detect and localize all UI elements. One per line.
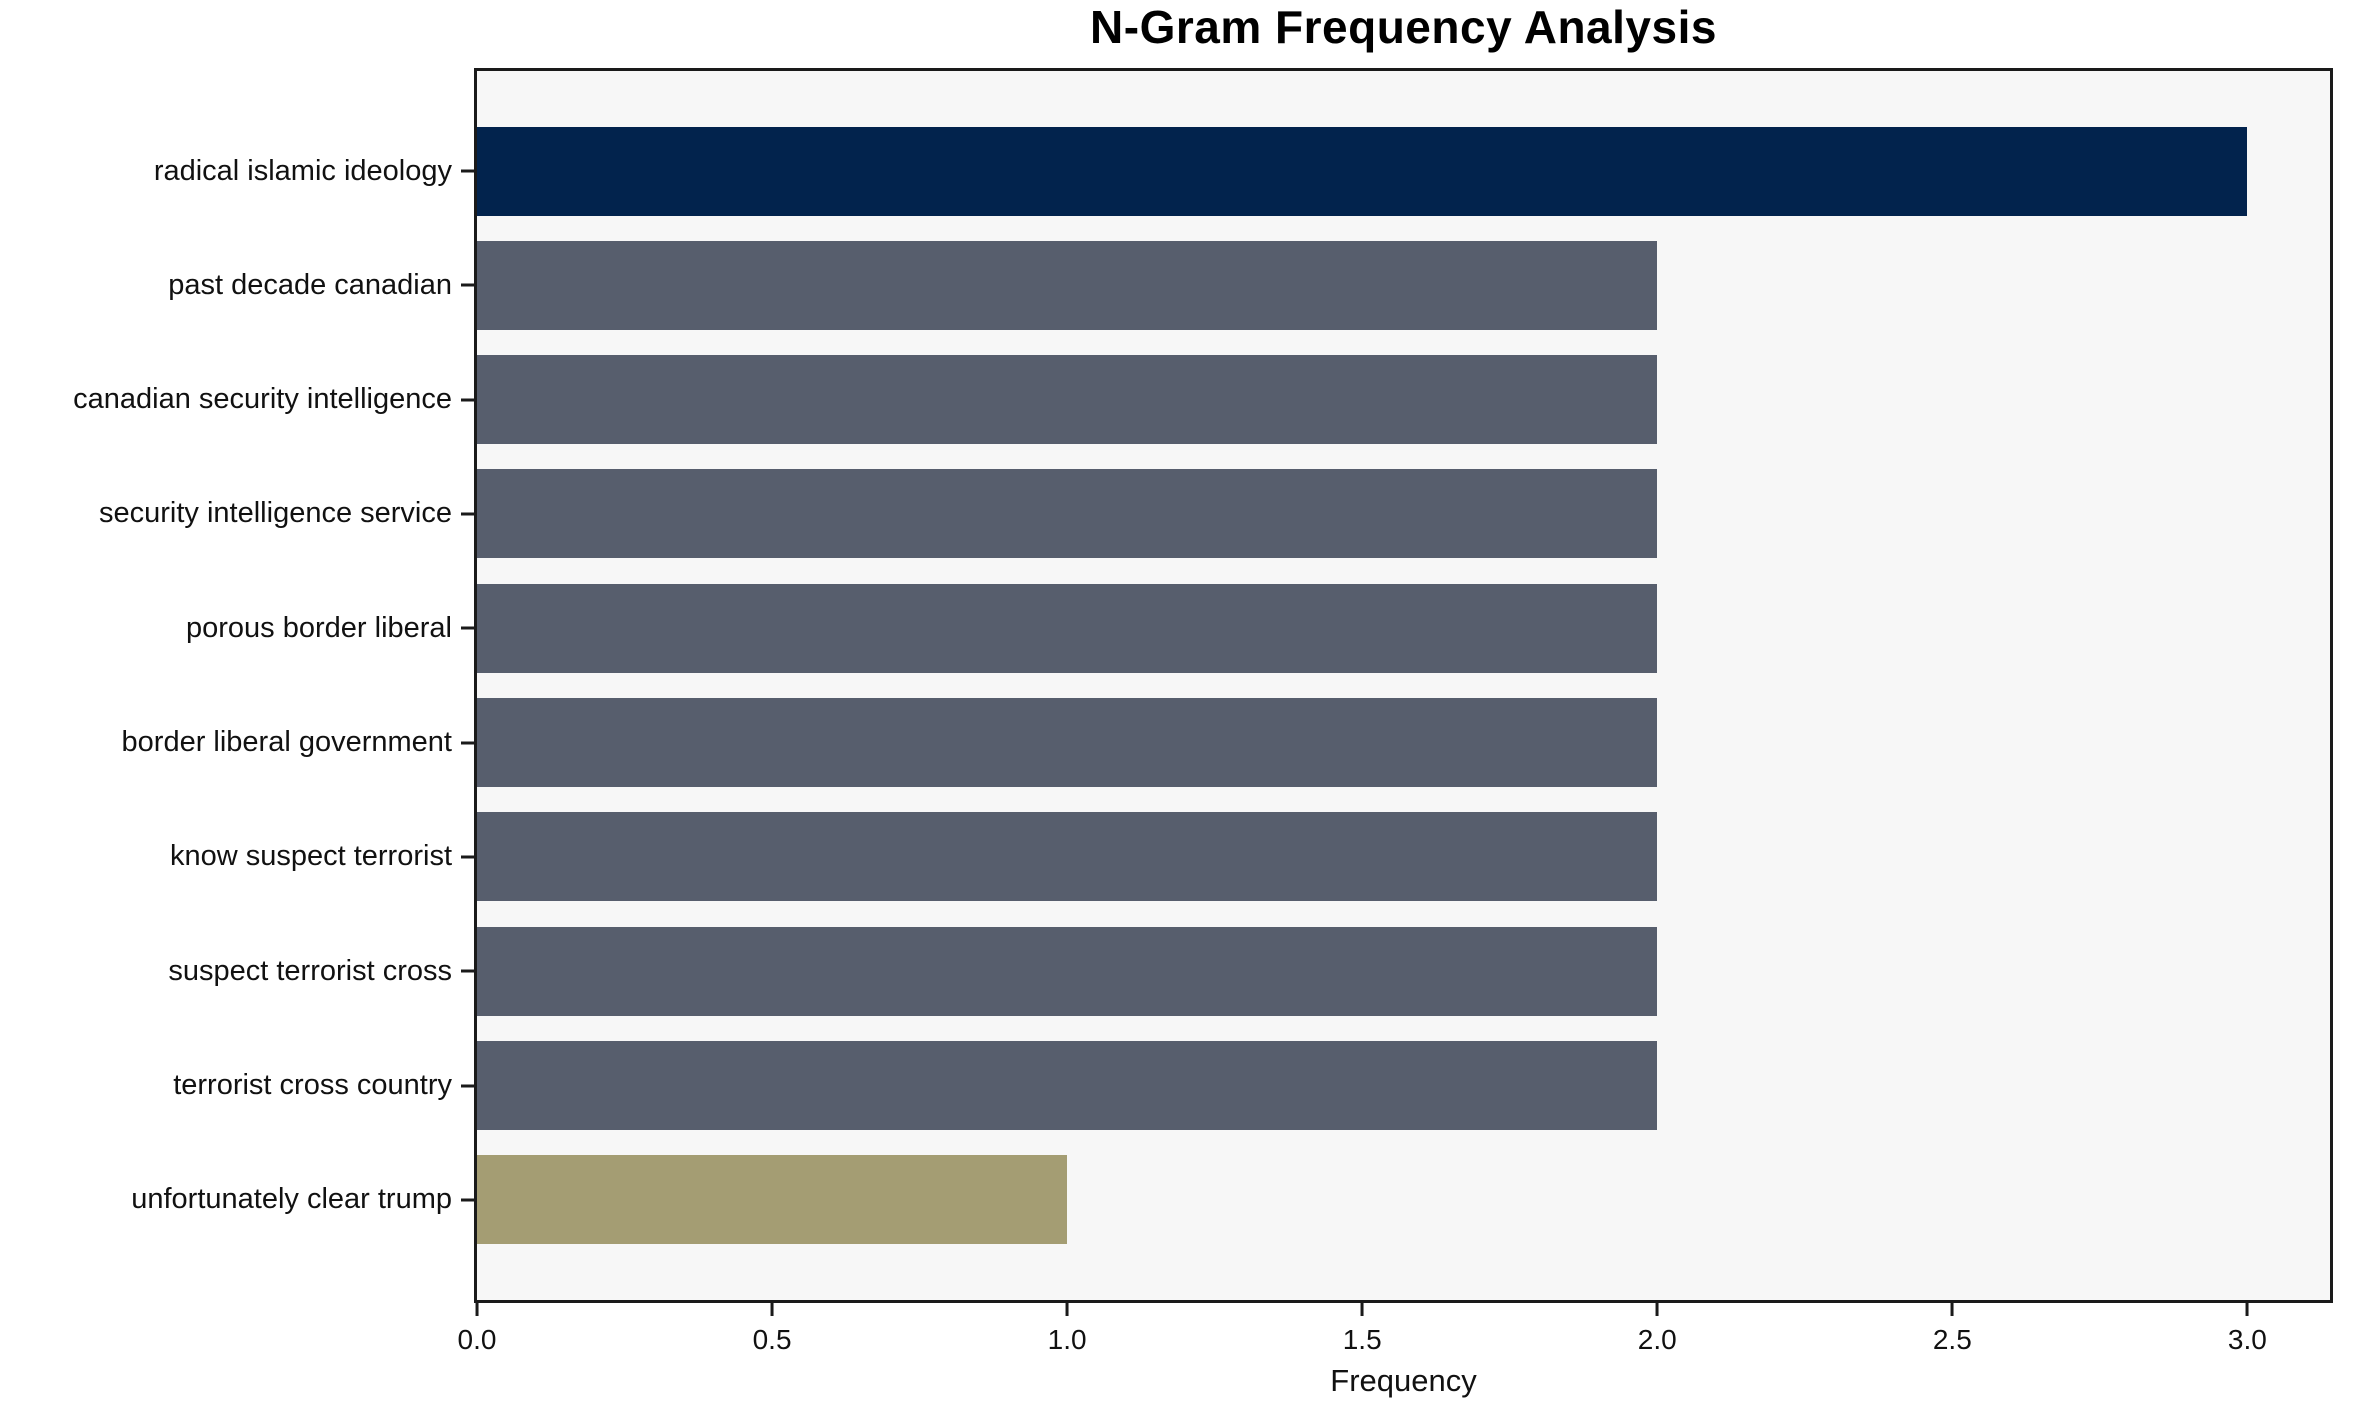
y-tick-label: radical islamic ideology xyxy=(153,154,452,187)
chart-title: N-Gram Frequency Analysis xyxy=(1090,1,1717,53)
y-tick-mark xyxy=(461,1198,474,1202)
bar xyxy=(477,812,1658,902)
bar xyxy=(477,355,1658,445)
bar-row: unfortunately clear trump xyxy=(131,1143,2330,1257)
y-tick-mark xyxy=(461,283,474,287)
bar-row: canadian security intelligence xyxy=(73,343,2330,457)
y-tick-label: border liberal government xyxy=(121,726,452,759)
x-tick: 0.0 xyxy=(457,1303,497,1356)
x-axis: 0.0 0.5 1.0 1.5 2.0 2.5 3.0 xyxy=(458,1303,2330,1413)
y-tick-label: porous border liberal xyxy=(186,611,452,644)
bar xyxy=(477,469,1658,559)
bar xyxy=(477,240,1658,330)
x-tick: 3.0 xyxy=(2228,1303,2267,1356)
x-tick-mark xyxy=(1950,1303,1954,1316)
y-tick-label: past decade canadian xyxy=(168,268,452,301)
bar-row: security intelligence service xyxy=(99,457,2330,571)
y-tick-label: know suspect terrorist xyxy=(169,840,452,873)
x-tick-mark xyxy=(1360,1303,1364,1316)
bar-row: suspect terrorist cross xyxy=(168,914,2330,1028)
x-tick: 1.5 xyxy=(1343,1303,1382,1356)
x-tick-label: 3.0 xyxy=(2227,1324,2267,1355)
y-tick-label: suspect terrorist cross xyxy=(168,954,452,987)
bar xyxy=(477,1155,1068,1245)
y-tick-mark xyxy=(461,398,474,402)
y-tick-mark xyxy=(461,1084,474,1088)
x-tick-mark xyxy=(475,1303,479,1316)
x-tick-mark xyxy=(1065,1303,1069,1316)
x-tick: 2.0 xyxy=(1638,1303,1677,1356)
y-tick-mark xyxy=(461,969,474,973)
bar xyxy=(477,583,1658,673)
y-tick-label: security intelligence service xyxy=(99,497,452,530)
bar xyxy=(477,698,1658,788)
x-tick-label: 0.0 xyxy=(457,1324,497,1355)
x-axis-label: Frequency xyxy=(1330,1363,1477,1398)
bar xyxy=(477,1041,1658,1131)
x-tick-mark xyxy=(770,1303,774,1316)
y-tick-mark xyxy=(461,169,474,173)
plot-area: radical islamic ideology past decade can… xyxy=(73,68,2333,1303)
y-tick-mark xyxy=(461,626,474,630)
y-tick-label: terrorist cross country xyxy=(173,1069,452,1102)
x-tick: 2.5 xyxy=(1933,1303,1972,1356)
x-tick: 1.0 xyxy=(1048,1303,1087,1356)
y-tick-label: canadian security intelligence xyxy=(73,383,452,416)
x-tick-mark xyxy=(1655,1303,1659,1316)
bar-row: porous border liberal xyxy=(186,571,2330,685)
y-tick-mark xyxy=(461,512,474,516)
bar-row: past decade canadian xyxy=(168,228,2330,342)
bar-row: terrorist cross country xyxy=(173,1029,2330,1143)
bar xyxy=(477,926,1658,1016)
bar xyxy=(477,126,2248,216)
x-tick-label: 1.5 xyxy=(1342,1324,1382,1355)
bar-row: know suspect terrorist xyxy=(170,800,2330,914)
x-tick-label: 2.5 xyxy=(1932,1324,1972,1355)
x-tick-label: 1.0 xyxy=(1047,1324,1087,1355)
x-tick-label: 2.0 xyxy=(1637,1324,1677,1355)
x-tick-label: 0.5 xyxy=(752,1324,792,1355)
bar-row: radical islamic ideology xyxy=(154,114,2330,228)
y-tick-mark xyxy=(461,741,474,745)
y-tick-mark xyxy=(461,855,474,859)
y-tick-label: unfortunately clear trump xyxy=(131,1183,452,1216)
bar-rows: radical islamic ideology past decade can… xyxy=(73,71,2330,1300)
x-tick: 0.5 xyxy=(753,1303,792,1356)
x-tick-mark xyxy=(2245,1303,2249,1316)
bar-row: border liberal government xyxy=(122,686,2330,800)
